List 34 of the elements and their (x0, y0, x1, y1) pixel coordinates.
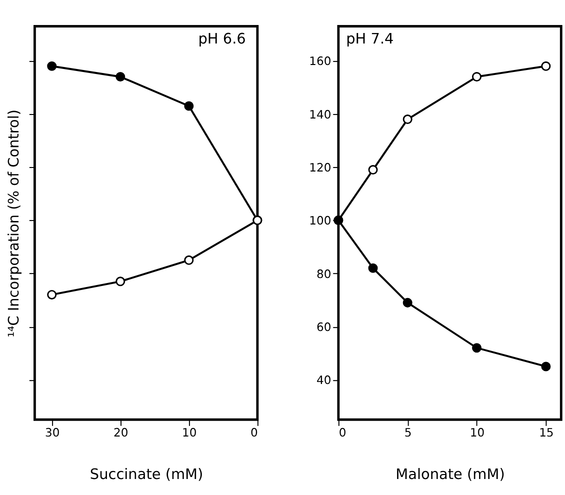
x-tick-label: 20 (114, 426, 128, 440)
y-tick-label: 120 (309, 160, 332, 174)
y-tick-label: 60 (316, 320, 332, 334)
y-tick-label: 100 (309, 214, 332, 228)
x-tick-label: 15 (539, 426, 554, 440)
annotation: pH 6.6 (198, 32, 246, 48)
annotation: pH 7.4 (346, 32, 394, 48)
x-tick-label: 0 (338, 426, 346, 440)
point (184, 101, 194, 111)
point (472, 72, 482, 82)
y-tick-label: 140 (309, 107, 332, 122)
y-tick-label: 40 (316, 373, 332, 388)
x-tick-label: 5 (404, 426, 412, 440)
x-tick-label: 30 (44, 426, 60, 440)
point (47, 61, 57, 71)
x-axis-title: Succinate (mM) (90, 466, 204, 483)
y-axis-title: ¹⁴C Incorporation (% of Control) (6, 109, 22, 338)
point (472, 343, 482, 353)
point (402, 298, 412, 308)
point (368, 263, 378, 273)
x-tick-label: 10 (470, 426, 485, 440)
y-tick-label: 160 (309, 54, 332, 68)
point (402, 114, 412, 124)
x-axis-title: Malonate (mM) (396, 466, 505, 483)
point (541, 61, 551, 71)
point (184, 255, 194, 265)
y-tick-label: 80 (316, 266, 332, 281)
point (541, 362, 551, 372)
point (116, 276, 126, 286)
x-tick-label: 10 (182, 426, 197, 440)
point (116, 72, 126, 82)
point (368, 165, 378, 175)
point (47, 290, 57, 300)
x-tick-label: 0 (250, 426, 258, 440)
